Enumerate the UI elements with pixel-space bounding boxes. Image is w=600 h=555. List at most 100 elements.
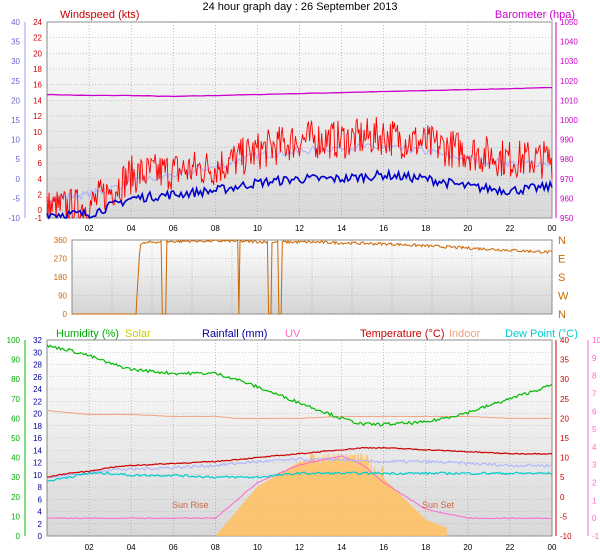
humidity-tick: 0 bbox=[16, 532, 21, 541]
uv-tick: 6 bbox=[592, 407, 597, 416]
uv-tick: 9 bbox=[592, 354, 597, 363]
barometer-label: Barometer (hpa) bbox=[495, 9, 575, 21]
solar-fill bbox=[204, 453, 447, 536]
rainfall-tick: 0 bbox=[38, 532, 43, 541]
barometer-tick: 950 bbox=[560, 214, 574, 223]
barometer-tick: 970 bbox=[560, 175, 574, 184]
temperature-tick: 35 bbox=[560, 356, 569, 365]
barometer-tick: 1040 bbox=[560, 38, 578, 47]
humidity-tick: 90 bbox=[11, 356, 20, 365]
temperature-tick: -5 bbox=[560, 512, 568, 521]
uv-tick: 4 bbox=[592, 443, 597, 452]
time-tick: 04 bbox=[127, 224, 136, 233]
outer-left-tick: -5 bbox=[13, 194, 21, 203]
time-tick: 20 bbox=[463, 543, 472, 552]
humidity-tick: 60 bbox=[11, 414, 20, 423]
rainfall-tick: 10 bbox=[33, 471, 42, 480]
time-tick: 06 bbox=[169, 543, 178, 552]
uv-label: UV bbox=[285, 328, 301, 340]
temperature-line bbox=[46, 446, 553, 478]
rainfall-tick: 14 bbox=[33, 446, 42, 455]
humidity-tick: 10 bbox=[11, 512, 20, 521]
barometer-tick: 1000 bbox=[560, 116, 578, 125]
outer-left-tick: 30 bbox=[11, 57, 20, 66]
uv-tick: 8 bbox=[592, 372, 597, 381]
rainfall-tick: 20 bbox=[33, 410, 42, 419]
rainfall-tick: 24 bbox=[33, 385, 42, 394]
humidity-tick: 30 bbox=[11, 473, 20, 482]
humidity-tick: 100 bbox=[7, 336, 21, 345]
indoor-line bbox=[46, 410, 553, 420]
time-tick: 08 bbox=[211, 543, 220, 552]
time-tick: 00 bbox=[548, 543, 557, 552]
rainfall-tick: 6 bbox=[38, 495, 43, 504]
rainfall-tick: 30 bbox=[33, 348, 42, 357]
windspeed-tick: 4 bbox=[38, 175, 43, 184]
time-tick: 02 bbox=[85, 543, 94, 552]
outer-left-tick: 35 bbox=[11, 38, 20, 47]
time-tick: 10 bbox=[253, 543, 262, 552]
humidity-panel-labels: Humidity (%) Solar Rainfall (mm) UV Temp… bbox=[56, 328, 578, 340]
compass-tick: N bbox=[558, 309, 566, 321]
temperature-tick: 30 bbox=[560, 375, 569, 384]
uv-tick: 7 bbox=[592, 389, 597, 398]
time-tick: 06 bbox=[169, 224, 178, 233]
barometer-tick: 990 bbox=[560, 136, 574, 145]
time-tick: 18 bbox=[421, 224, 430, 233]
windspeed-tick: 22 bbox=[33, 34, 42, 43]
rainfall-tick: 18 bbox=[33, 422, 42, 431]
barometer-tick: 1020 bbox=[560, 77, 578, 86]
barometer-tick: 1010 bbox=[560, 96, 578, 105]
wind-average-line bbox=[46, 167, 553, 220]
wind-series bbox=[46, 86, 553, 220]
outer-left-tick: 5 bbox=[16, 155, 21, 164]
humidity-tick: 20 bbox=[11, 493, 20, 502]
rainfall-tick: 22 bbox=[33, 397, 42, 406]
compass-tick: W bbox=[558, 291, 569, 303]
humidity-tick: 80 bbox=[11, 375, 20, 384]
sunset-annotation: Sun Set bbox=[422, 500, 455, 510]
outer-left-tick: 0 bbox=[16, 175, 21, 184]
direction-tick: 90 bbox=[58, 292, 67, 301]
temperature-tick: 0 bbox=[560, 493, 565, 502]
windspeed-tick: 2 bbox=[38, 190, 43, 199]
direction-tick: 360 bbox=[54, 236, 68, 245]
windspeed-tick: 12 bbox=[33, 112, 42, 121]
temperature-tick: 40 bbox=[560, 336, 569, 345]
temperature-tick: 15 bbox=[560, 434, 569, 443]
wind-direction-line bbox=[72, 239, 553, 315]
direction-series bbox=[72, 239, 553, 315]
time-tick: 00 bbox=[548, 224, 557, 233]
humidity-time-ticks: 02 04 06 08 10 12 14 16 18 20 22 00 bbox=[85, 543, 557, 552]
uv-line bbox=[47, 455, 553, 520]
time-tick: 04 bbox=[127, 543, 136, 552]
barometer-tick: 980 bbox=[560, 155, 574, 164]
time-tick: 10 bbox=[253, 224, 262, 233]
humidity-tick: 70 bbox=[11, 395, 20, 404]
indoor-label: Indoor bbox=[449, 328, 481, 340]
dewpoint-label: Dew Point (°C) bbox=[505, 328, 578, 340]
barometer-line bbox=[46, 86, 552, 98]
rainfall-tick: 28 bbox=[33, 361, 42, 370]
rainfall-tick: 8 bbox=[38, 483, 43, 492]
time-tick: 14 bbox=[337, 224, 346, 233]
temperature-tick: 5 bbox=[560, 473, 565, 482]
feels-like-line bbox=[46, 457, 553, 479]
windspeed-tick: 6 bbox=[38, 159, 43, 168]
time-tick: 20 bbox=[463, 224, 472, 233]
compass-tick: N bbox=[558, 235, 566, 247]
temperature-label: Temperature (°C) bbox=[360, 328, 444, 340]
windspeed-tick: 18 bbox=[33, 65, 42, 74]
time-tick: 22 bbox=[505, 543, 514, 552]
time-tick: 14 bbox=[337, 543, 346, 552]
humidity-line bbox=[46, 344, 553, 427]
compass-tick: E bbox=[558, 254, 565, 266]
temperature-tick: 20 bbox=[560, 414, 569, 423]
outer-left-tick: 25 bbox=[11, 77, 20, 86]
humidity-label: Humidity (%) bbox=[56, 328, 119, 340]
windspeed-tick: 0 bbox=[38, 206, 43, 215]
uv-tick: 1 bbox=[592, 496, 597, 505]
windspeed-tick: 10 bbox=[33, 128, 42, 137]
temperature-tick: -10 bbox=[560, 532, 572, 541]
